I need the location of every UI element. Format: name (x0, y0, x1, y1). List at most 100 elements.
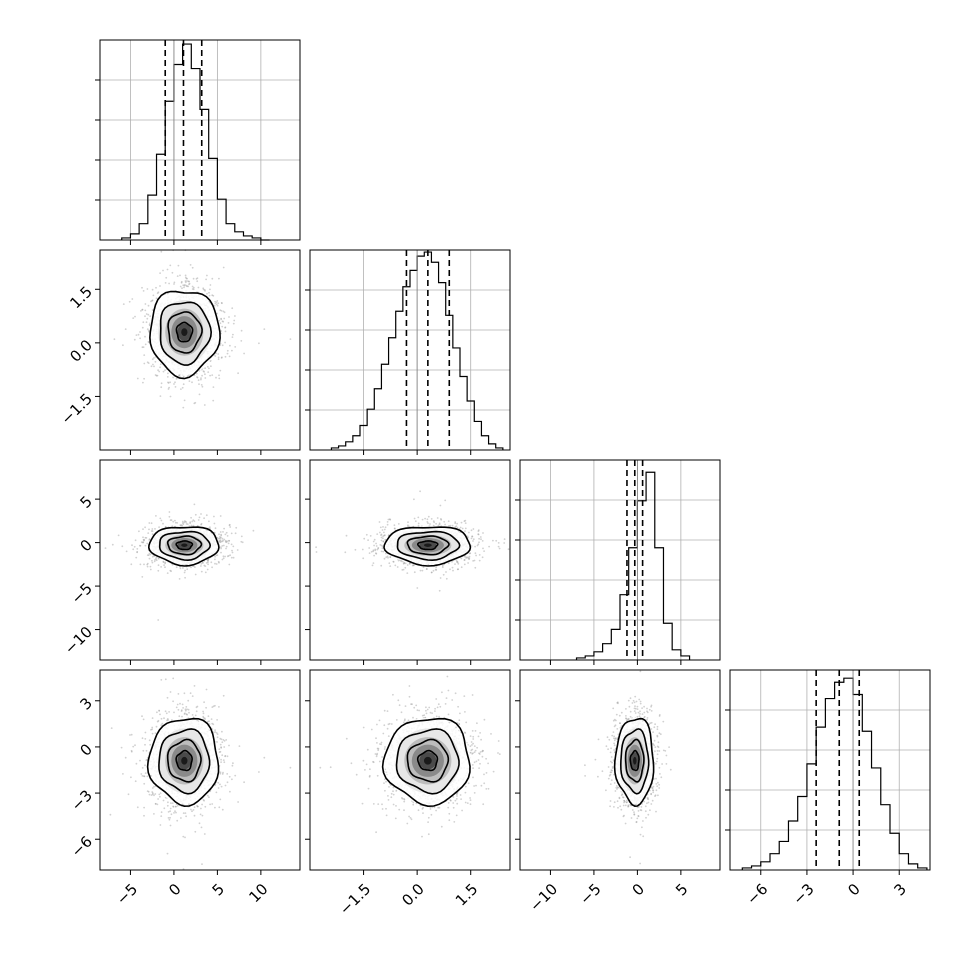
sample-point-2-1 (386, 523, 389, 526)
sample-point-1-0 (216, 312, 218, 315)
sample-point-2-0 (146, 554, 149, 556)
sample-point-2-1 (435, 522, 437, 525)
sample-point-1-0 (231, 349, 233, 352)
sample-point-1-0 (141, 286, 143, 289)
sample-point-2-0 (215, 563, 218, 565)
sample-point-1-0 (151, 288, 154, 291)
sample-point-1-0 (220, 302, 223, 304)
sample-point-1-0 (221, 320, 224, 323)
sample-point-2-1 (474, 545, 476, 548)
sample-point-2-0 (221, 537, 224, 540)
sample-point-1-0 (192, 286, 195, 289)
sample-point-2-1 (474, 552, 477, 555)
sample-point-2-1 (457, 562, 460, 565)
sample-point-2-1 (445, 577, 448, 580)
sample-point-1-0 (188, 374, 190, 377)
sample-point-2-1 (373, 554, 375, 557)
sample-point-1-0 (135, 334, 138, 336)
sample-point-2-1 (449, 524, 452, 527)
sample-point-1-0 (187, 280, 190, 283)
sample-point-2-1 (374, 548, 377, 551)
sample-point-1-0 (204, 373, 206, 376)
sample-point-1-0 (180, 388, 182, 390)
sample-point-1-0 (140, 310, 142, 312)
sample-point-2-0 (200, 570, 203, 573)
sample-point-2-1 (383, 534, 386, 537)
sample-point-2-1 (464, 527, 467, 530)
sample-point-2-1 (380, 533, 383, 536)
sample-point-1-0 (142, 321, 145, 324)
sample-point-2-1 (470, 537, 473, 540)
sample-point-1-0 (209, 288, 211, 291)
sample-point-2-0 (104, 547, 107, 549)
sample-point-1-0 (180, 281, 183, 284)
sample-point-1-0 (173, 281, 176, 284)
sample-point-2-0 (164, 562, 166, 565)
sample-point-1-0 (202, 287, 205, 290)
sample-point-1-0 (137, 333, 140, 336)
sample-point-1-0 (151, 309, 154, 311)
sample-point-2-1 (345, 534, 348, 537)
sample-point-2-0 (192, 524, 195, 527)
sample-point-2-0 (144, 536, 147, 539)
sample-point-2-1 (384, 552, 387, 555)
sample-point-2-0 (172, 520, 175, 523)
sample-point-2-0 (170, 519, 173, 521)
sample-point-2-1 (417, 522, 420, 525)
sample-point-2-0 (174, 521, 177, 524)
sample-point-2-1 (455, 525, 458, 528)
sample-point-2-1 (432, 569, 435, 572)
sample-point-2-0 (219, 541, 222, 544)
sample-point-1-0 (201, 385, 204, 388)
sample-point-2-1 (371, 564, 374, 567)
sample-point-1-0 (159, 272, 161, 274)
sample-point-2-0 (231, 549, 233, 552)
sample-point-2-0 (163, 564, 165, 566)
sample-point-2-0 (232, 545, 235, 548)
sample-point-1-0 (224, 341, 226, 344)
sample-point-2-1 (482, 547, 484, 550)
sample-point-2-0 (142, 536, 144, 539)
sample-point-2-0 (176, 522, 179, 524)
sample-point-2-0 (186, 568, 189, 571)
sample-point-1-0 (189, 264, 192, 266)
sample-point-2-1 (388, 562, 391, 565)
sample-point-1-0 (160, 250, 163, 253)
sample-point-2-1 (463, 520, 466, 523)
sample-point-1-0 (162, 269, 164, 272)
sample-point-2-1 (365, 533, 368, 536)
panel-0-0 (95, 39, 301, 245)
sample-point-1-0 (156, 292, 159, 295)
sample-point-1-0 (209, 284, 212, 286)
sample-point-2-1 (378, 521, 381, 523)
sample-point-2-1 (467, 556, 469, 559)
sample-point-2-1 (381, 529, 384, 531)
sample-point-1-0 (154, 360, 157, 363)
sample-point-1-0 (142, 346, 145, 348)
sample-point-2-1 (495, 539, 498, 542)
sample-point-1-0 (182, 375, 185, 378)
sample-point-1-0 (136, 377, 139, 380)
sample-point-2-0 (148, 557, 151, 560)
sample-point-1-0 (139, 337, 141, 340)
sample-point-1-0 (154, 374, 157, 376)
sample-point-1-0 (155, 286, 157, 289)
sample-point-2-1 (461, 527, 464, 530)
sample-point-1-0 (205, 278, 207, 281)
sample-point-2-1 (362, 557, 365, 560)
sample-point-1-0 (226, 352, 229, 355)
sample-point-2-1 (416, 587, 419, 589)
sample-point-2-0 (142, 528, 144, 530)
sample-point-2-0 (144, 544, 147, 547)
sample-point-1-0 (159, 285, 161, 287)
sample-point-2-0 (200, 513, 202, 515)
sample-point-1-0 (191, 288, 194, 290)
sample-point-1-0 (146, 317, 149, 320)
sample-point-1-0 (204, 367, 206, 370)
sample-point-1-0 (188, 282, 191, 285)
sample-point-1-0 (204, 290, 206, 292)
sample-point-1-0 (191, 381, 193, 384)
sample-point-1-0 (183, 399, 186, 402)
sample-point-2-0 (224, 541, 227, 543)
sample-point-2-0 (141, 576, 144, 578)
